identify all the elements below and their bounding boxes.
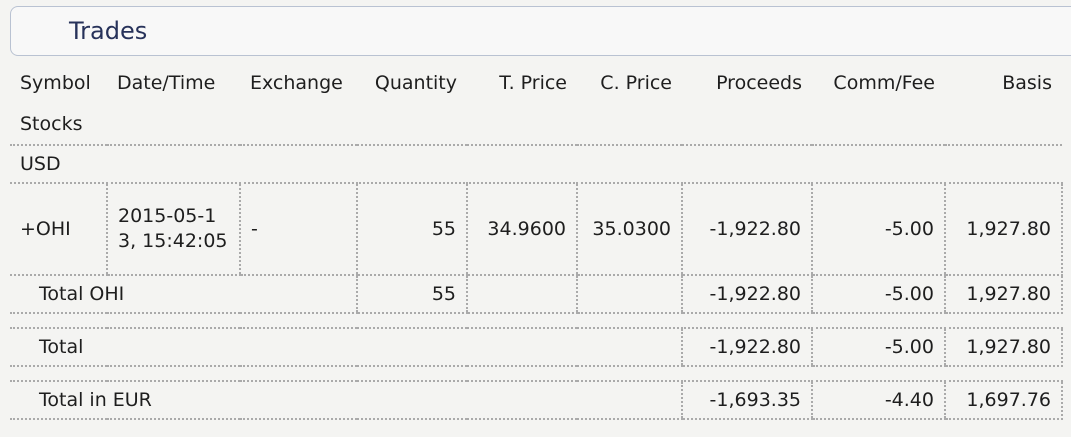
currency: USD bbox=[10, 145, 1062, 184]
proceeds: -1,693.35 bbox=[681, 381, 812, 420]
proceeds: -1,922.80 bbox=[681, 328, 812, 367]
currency-row: USD bbox=[10, 145, 1062, 184]
quantity: 55 bbox=[356, 183, 467, 276]
column-header: Symbol bbox=[20, 72, 91, 94]
column-header: C. Price bbox=[600, 72, 672, 94]
date-time: 2015-05-13, 15:42:05 bbox=[106, 183, 240, 276]
column-header: Exchange bbox=[250, 72, 343, 94]
column-header: Date/Time bbox=[117, 72, 216, 94]
total-label: Total bbox=[10, 328, 682, 367]
basis: 1,927.80 bbox=[944, 183, 1063, 276]
column-header: Proceeds bbox=[716, 72, 802, 94]
spacer bbox=[10, 366, 1062, 382]
empty-cell bbox=[466, 275, 577, 314]
total-label: Total in EUR bbox=[10, 381, 682, 420]
header-row: Symbol Date/Time Exchange Quantity T. Pr… bbox=[10, 63, 1062, 103]
trade-row: +OHI 2015-05-13, 15:42:05 - 55 34.9600 3… bbox=[10, 183, 1063, 276]
column-header: Basis bbox=[1002, 72, 1052, 94]
section-title: Trades bbox=[69, 17, 148, 45]
comm-fee: -5.00 bbox=[811, 275, 945, 314]
proceeds: -1,922.80 bbox=[681, 183, 812, 276]
comm-fee: -4.40 bbox=[811, 381, 945, 420]
total-label: Total OHI bbox=[10, 275, 357, 314]
comm-fee: -5.00 bbox=[811, 183, 945, 276]
exchange: - bbox=[239, 183, 357, 276]
symbol: +OHI bbox=[10, 183, 107, 276]
spacer bbox=[10, 313, 1062, 329]
trade-price: 34.9600 bbox=[466, 183, 577, 276]
column-header: T. Price bbox=[499, 72, 567, 94]
basis: 1,927.80 bbox=[944, 275, 1063, 314]
comm-fee: -5.00 bbox=[811, 328, 945, 367]
trades-table: Symbol Date/Time Exchange Quantity T. Pr… bbox=[10, 63, 1063, 420]
asset-category: Stocks bbox=[10, 103, 1062, 146]
total-row: Total -1,922.80 -5.00 1,927.80 bbox=[10, 328, 1063, 367]
category-row: Stocks bbox=[10, 103, 1062, 146]
empty-cell bbox=[576, 275, 682, 314]
column-header: Quantity bbox=[374, 72, 457, 94]
total-eur-row: Total in EUR -1,693.35 -4.40 1,697.76 bbox=[10, 381, 1063, 420]
subtotal-row: Total OHI 55 -1,922.80 -5.00 1,927.80 bbox=[10, 275, 1063, 314]
section-header: Trades bbox=[10, 6, 1071, 56]
column-header: Comm/Fee bbox=[833, 72, 935, 94]
basis: 1,697.76 bbox=[944, 381, 1063, 420]
close-price: 35.0300 bbox=[576, 183, 682, 276]
basis: 1,927.80 bbox=[944, 328, 1063, 367]
quantity: 55 bbox=[356, 275, 467, 314]
proceeds: -1,922.80 bbox=[681, 275, 812, 314]
